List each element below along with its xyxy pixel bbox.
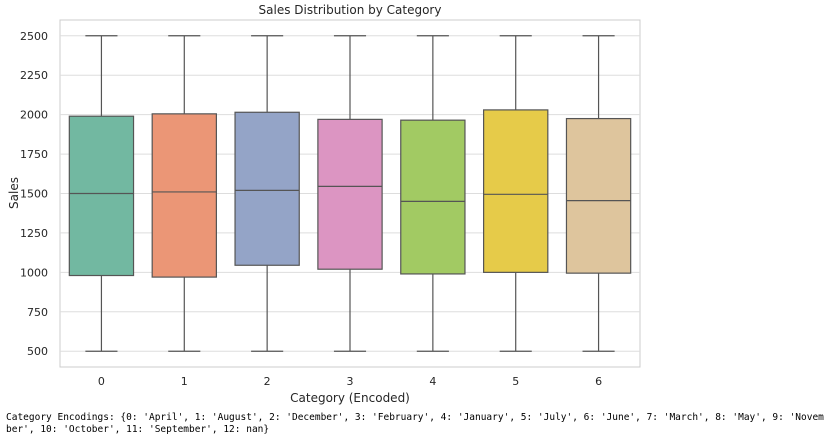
box-category-6 [565, 117, 632, 274]
x-tick-label: 0 [98, 375, 105, 388]
sales-boxplot-chart: 500 750 1000 1250 1500 1750 2000 2250 2500 0 1 2 3 4… [7, 3, 641, 405]
box-category-3 [317, 118, 383, 270]
y-tick-labels: 500 750 1000 1250 1500 1750 2000 2250 2500 [20, 30, 48, 358]
box-category-1 [151, 113, 217, 278]
x-tick-label: 6 [595, 375, 602, 388]
box-category-4 [400, 119, 466, 275]
x-tick-label: 2 [264, 375, 271, 388]
y-tick-label: 2250 [20, 69, 48, 82]
y-tick-label: 1500 [20, 188, 48, 201]
x-tick-labels: 0 1 2 3 4 5 6 [98, 375, 602, 388]
y-axis-label: Sales [7, 177, 21, 209]
x-tick-label: 1 [181, 375, 188, 388]
y-tick-label: 2500 [20, 30, 48, 43]
box-category-5 [483, 109, 549, 273]
box-category-2 [234, 111, 300, 266]
boxes-layer [68, 35, 632, 352]
x-tick-label: 5 [512, 375, 519, 388]
x-tick-label: 3 [347, 375, 354, 388]
y-tick-label: 500 [27, 345, 48, 358]
y-tick-label: 1750 [20, 148, 48, 161]
category-encodings-output: Category Encodings: {0: 'April', 1: 'Aug… [6, 412, 824, 435]
y-tick-label: 1250 [20, 227, 48, 240]
y-tick-label: 750 [27, 306, 48, 319]
y-tick-label: 1000 [20, 266, 48, 279]
x-tick-label: 4 [429, 375, 436, 388]
chart-title: Sales Distribution by Category [259, 3, 442, 17]
x-axis-label: Category (Encoded) [290, 391, 410, 405]
box-category-0 [68, 115, 135, 277]
y-tick-label: 2000 [20, 109, 48, 122]
